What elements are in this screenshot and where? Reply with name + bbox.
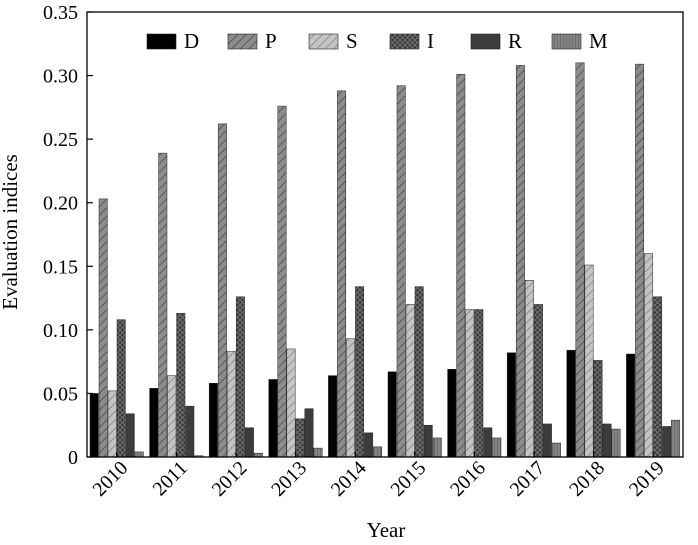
bar-R-2011 [185, 405, 195, 458]
bar-M-2019 [671, 419, 681, 458]
bar-D-2015 [387, 371, 397, 458]
legend-label-D: D [184, 29, 199, 53]
bar-S-2014 [346, 338, 356, 458]
bars-layer [89, 62, 681, 458]
x-axis-label: Year [367, 518, 406, 540]
y-tick-label: 0.35 [43, 2, 78, 24]
bar-M-2015 [432, 437, 442, 458]
bar-I-2012 [235, 296, 245, 458]
bar-R-2019 [662, 426, 672, 458]
bar-P-2015 [396, 85, 406, 458]
bar-M-2013 [313, 447, 323, 458]
bar-R-2010 [125, 413, 135, 458]
bar-R-2017 [542, 423, 552, 458]
bar-D-2012 [208, 383, 218, 458]
bar-R-2018 [602, 423, 612, 458]
bar-R-2014 [364, 432, 374, 458]
bar-P-2018 [575, 62, 585, 458]
x-tick-label: 2016 [446, 457, 490, 501]
y-tick-label: 0.20 [43, 193, 78, 215]
bar-P-2014 [337, 90, 347, 458]
x-tick-label: 2011 [149, 457, 192, 500]
bar-M-2017 [551, 442, 561, 458]
bar-P-2013 [277, 105, 287, 458]
bar-D-2017 [506, 352, 516, 458]
bar-S-2013 [286, 348, 296, 458]
x-tick-label: 2018 [565, 457, 609, 501]
bar-D-2016 [447, 369, 457, 458]
y-tick-label: 0 [68, 447, 78, 469]
plot-frame [86, 11, 684, 458]
legend-label-S: S [346, 29, 358, 53]
bar-S-2011 [167, 375, 177, 458]
legend-label-P: P [265, 29, 277, 53]
y-tick-label: 0.25 [43, 129, 78, 151]
bar-P-2016 [456, 74, 466, 458]
bar-P-2010 [98, 198, 108, 458]
bar-I-2018 [593, 360, 603, 458]
bar-D-2011 [149, 388, 159, 458]
bar-S-2018 [584, 264, 594, 458]
x-tick-label: 2015 [386, 457, 430, 501]
y-tick-label: 0.30 [43, 66, 78, 88]
legend-label-R: R [508, 29, 522, 53]
bar-D-2013 [268, 379, 278, 458]
bar-P-2011 [158, 152, 168, 458]
bar-P-2017 [515, 65, 525, 458]
y-tick-label: 0.05 [43, 383, 78, 405]
bar-D-2018 [566, 349, 576, 458]
bar-I-2019 [653, 296, 663, 458]
x-tick-label: 2012 [208, 457, 252, 501]
bar-P-2019 [635, 63, 645, 458]
legend-swatch-P [227, 33, 258, 50]
bar-M-2010 [134, 451, 144, 458]
bar-I-2015 [414, 286, 424, 458]
bar-I-2014 [355, 286, 365, 458]
bar-S-2012 [226, 351, 236, 458]
x-tick-label: 2014 [327, 457, 371, 501]
bar-I-2010 [116, 319, 126, 458]
x-tick-label: 2017 [506, 457, 550, 501]
bar-S-2016 [465, 309, 475, 458]
x-tick-label: 2013 [267, 457, 311, 501]
bar-R-2015 [423, 424, 433, 458]
bar-S-2019 [644, 253, 654, 458]
bar-I-2016 [474, 309, 484, 458]
x-tick-label: 2010 [88, 457, 132, 501]
x-tick-label: 2019 [625, 457, 669, 501]
bar-D-2014 [328, 375, 338, 458]
bar-I-2011 [176, 313, 186, 458]
legend-swatch-R [470, 33, 501, 50]
y-tick-label: 0.10 [43, 320, 78, 342]
bar-M-2016 [492, 437, 502, 458]
y-axis-label: Evaluation indices [0, 154, 22, 310]
bar-D-2010 [89, 393, 99, 458]
legend-swatch-M [551, 33, 582, 50]
bar-I-2017 [533, 304, 543, 458]
bar-P-2012 [217, 123, 227, 458]
bar-M-2014 [373, 446, 383, 458]
bar-R-2012 [244, 427, 254, 458]
bar-R-2016 [483, 427, 493, 458]
legend-swatch-I [389, 33, 420, 50]
bar-I-2013 [295, 418, 305, 458]
bar-D-2019 [626, 353, 636, 458]
bar-M-2018 [611, 428, 621, 458]
legend-label-I: I [427, 29, 434, 53]
bar-S-2015 [405, 304, 415, 458]
legend-label-M: M [589, 29, 608, 53]
y-tick-label: 0.15 [43, 256, 78, 278]
bar-S-2017 [524, 280, 534, 458]
bar-R-2013 [304, 408, 314, 458]
legend-swatch-S [308, 33, 339, 50]
legend-swatch-D [146, 33, 177, 50]
bar-S-2010 [107, 390, 117, 458]
